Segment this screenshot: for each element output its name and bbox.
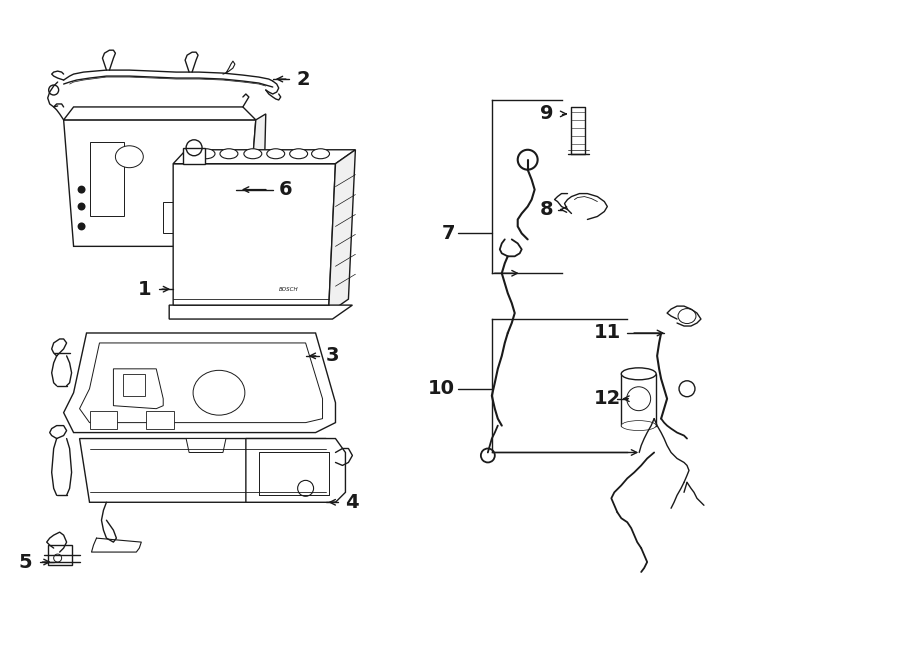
Ellipse shape <box>311 149 329 159</box>
Polygon shape <box>328 150 356 313</box>
Circle shape <box>77 223 86 231</box>
Bar <box>89 142 124 217</box>
Ellipse shape <box>266 149 284 159</box>
Ellipse shape <box>290 149 308 159</box>
Text: 11: 11 <box>594 323 621 342</box>
Bar <box>147 410 175 428</box>
Bar <box>48 545 72 565</box>
Polygon shape <box>173 150 356 164</box>
Bar <box>621 374 656 426</box>
Text: 3: 3 <box>326 346 339 366</box>
Text: 12: 12 <box>594 389 621 408</box>
Text: 6: 6 <box>279 180 292 199</box>
Circle shape <box>77 186 86 194</box>
Ellipse shape <box>621 420 656 430</box>
Bar <box>89 410 117 428</box>
Text: 1: 1 <box>138 280 151 299</box>
Ellipse shape <box>194 370 245 415</box>
Polygon shape <box>169 305 353 319</box>
Polygon shape <box>64 107 256 120</box>
Ellipse shape <box>678 309 696 323</box>
Polygon shape <box>64 120 256 247</box>
Bar <box>183 148 205 164</box>
Text: BOSCH: BOSCH <box>279 287 299 292</box>
Text: 10: 10 <box>428 379 455 399</box>
Polygon shape <box>79 438 336 502</box>
Bar <box>219 152 241 174</box>
Polygon shape <box>79 343 322 422</box>
Ellipse shape <box>244 149 262 159</box>
Polygon shape <box>113 369 163 408</box>
Bar <box>123 374 145 396</box>
Circle shape <box>77 202 86 210</box>
Text: 4: 4 <box>346 492 359 512</box>
Polygon shape <box>173 164 336 313</box>
Polygon shape <box>64 333 336 432</box>
Ellipse shape <box>115 146 143 168</box>
Text: 7: 7 <box>442 224 455 243</box>
Ellipse shape <box>197 149 215 159</box>
Bar <box>163 202 218 233</box>
Text: 5: 5 <box>18 553 32 572</box>
Text: 2: 2 <box>297 69 310 89</box>
Polygon shape <box>246 114 266 247</box>
Text: 9: 9 <box>540 104 554 124</box>
Ellipse shape <box>621 368 656 380</box>
Ellipse shape <box>220 149 238 159</box>
Polygon shape <box>246 438 346 502</box>
Polygon shape <box>186 438 226 453</box>
Text: 8: 8 <box>540 200 554 219</box>
